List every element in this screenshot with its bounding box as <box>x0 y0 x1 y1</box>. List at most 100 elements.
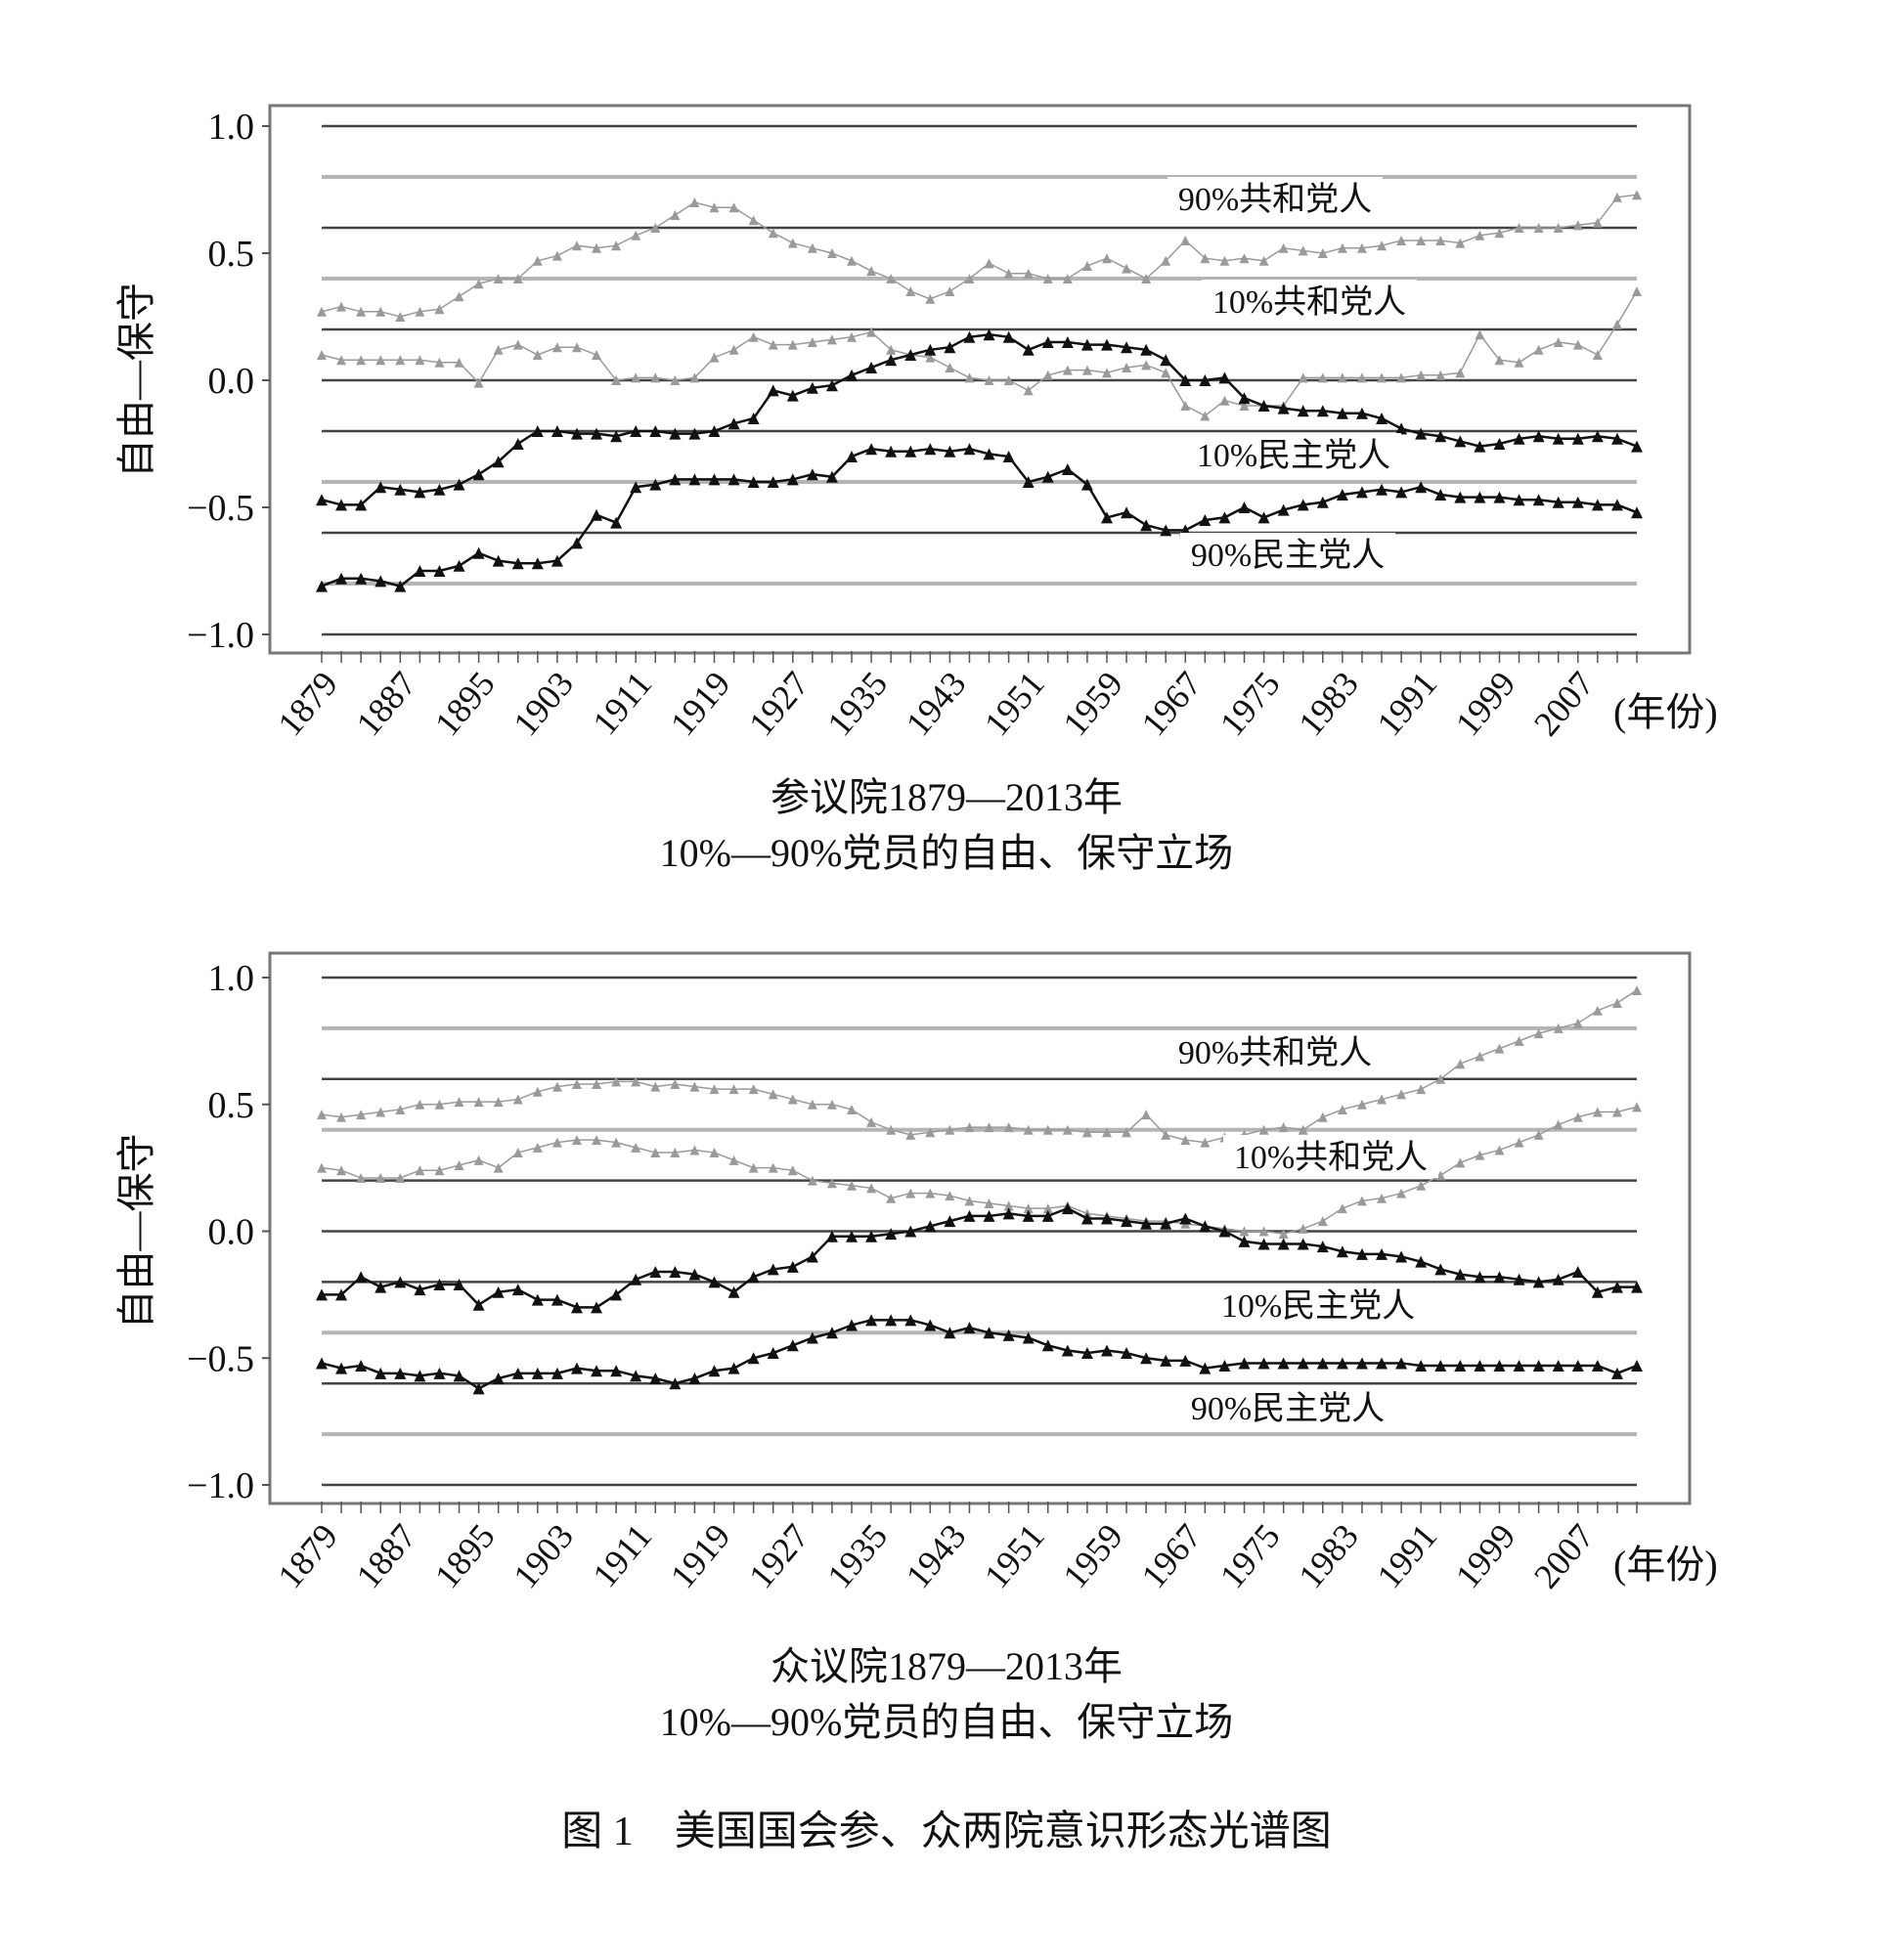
x-tick-label: 1967 <box>1133 1516 1209 1595</box>
data-point <box>787 339 798 350</box>
data-point <box>708 473 721 486</box>
data-point <box>1297 1357 1309 1370</box>
data-point <box>592 1078 602 1089</box>
data-point <box>767 1347 779 1360</box>
data-point <box>374 575 387 588</box>
data-point <box>1355 1357 1368 1370</box>
data-point <box>1180 1135 1191 1146</box>
data-point <box>807 242 817 253</box>
data-point <box>1239 1226 1250 1237</box>
data-point <box>768 1089 778 1100</box>
data-point <box>1474 491 1486 503</box>
data-point <box>1140 343 1153 356</box>
data-point <box>984 1198 994 1208</box>
data-point <box>727 473 740 486</box>
x-tick-label: 1951 <box>977 664 1052 743</box>
data-point <box>983 1209 995 1222</box>
data-point <box>375 355 386 366</box>
series-line <box>321 290 1638 417</box>
data-point <box>904 349 917 361</box>
data-point <box>1591 430 1604 443</box>
data-point <box>1591 1285 1604 1298</box>
data-point <box>335 499 348 511</box>
data-point <box>1494 355 1505 366</box>
data-point <box>1493 1271 1506 1284</box>
senate-chart: 1.0 0.5 0.0 −0.5 −1.0 1879 1887 1895 1903 1911 191… <box>114 104 1718 875</box>
data-point <box>1591 499 1604 511</box>
data-point <box>1002 1328 1015 1341</box>
data-point <box>944 445 956 457</box>
data-point <box>1533 344 1544 355</box>
data-point <box>1316 405 1329 417</box>
data-point <box>709 352 720 363</box>
data-point <box>1238 501 1251 513</box>
data-point <box>453 1278 465 1290</box>
data-point <box>983 448 995 460</box>
data-point <box>394 483 407 496</box>
data-point <box>454 1160 464 1171</box>
data-point <box>1376 413 1388 424</box>
data-point <box>492 1285 505 1298</box>
data-point <box>454 357 464 368</box>
data-point <box>945 1191 955 1201</box>
data-point <box>1317 372 1328 383</box>
data-point <box>1532 1360 1545 1372</box>
data-point <box>1062 274 1073 283</box>
data-point <box>1493 1360 1506 1372</box>
data-point <box>984 375 994 385</box>
data-point <box>532 350 543 360</box>
data-point <box>1356 372 1367 383</box>
data-point <box>787 1165 798 1176</box>
y-tick-label: −0.5 <box>187 488 254 529</box>
data-point <box>847 255 858 266</box>
data-point <box>317 306 327 317</box>
data-point <box>1572 1111 1583 1122</box>
data-point <box>1140 1352 1153 1365</box>
x-tick-label: 1975 <box>1212 1516 1288 1595</box>
data-point <box>356 306 367 317</box>
data-point <box>415 355 425 366</box>
data-point <box>650 223 661 233</box>
data-point <box>1355 407 1368 419</box>
data-point <box>846 451 859 462</box>
x-tick-label: 1927 <box>741 664 816 743</box>
data-point <box>630 1273 642 1285</box>
data-point <box>1376 483 1388 496</box>
data-point <box>1061 1202 1074 1215</box>
x-tick-label: 1887 <box>349 1516 424 1595</box>
data-point <box>1553 1119 1564 1130</box>
data-point <box>336 355 347 366</box>
series-label: 10%共和党人 <box>1234 1139 1428 1176</box>
data-point <box>1101 1127 1112 1138</box>
data-point <box>1532 494 1545 506</box>
data-point <box>551 1137 562 1148</box>
data-point <box>1434 1263 1447 1276</box>
data-point <box>1002 451 1015 462</box>
data-point <box>649 1266 662 1279</box>
data-point <box>395 1104 406 1114</box>
data-point <box>650 372 661 383</box>
data-point <box>1101 368 1112 378</box>
data-point <box>1416 236 1427 245</box>
data-point <box>1199 514 1211 526</box>
x-tick-label: 1895 <box>427 664 503 743</box>
data-point <box>866 1116 877 1127</box>
data-point <box>551 425 563 437</box>
data-point <box>472 1298 485 1311</box>
data-point <box>1003 375 1014 385</box>
data-point <box>1475 1051 1485 1062</box>
data-point <box>1101 253 1112 264</box>
data-point <box>433 483 446 496</box>
y-tick-label: −1.0 <box>187 1465 254 1506</box>
data-point <box>748 1084 759 1095</box>
data-point <box>415 306 425 317</box>
data-point <box>846 1230 859 1242</box>
data-point <box>649 478 662 491</box>
data-point <box>1022 476 1035 488</box>
data-point <box>1141 360 1152 370</box>
data-point <box>669 473 682 486</box>
data-point <box>1395 486 1408 499</box>
data-point <box>1494 1043 1505 1054</box>
data-point <box>611 240 622 251</box>
data-point <box>885 445 898 457</box>
